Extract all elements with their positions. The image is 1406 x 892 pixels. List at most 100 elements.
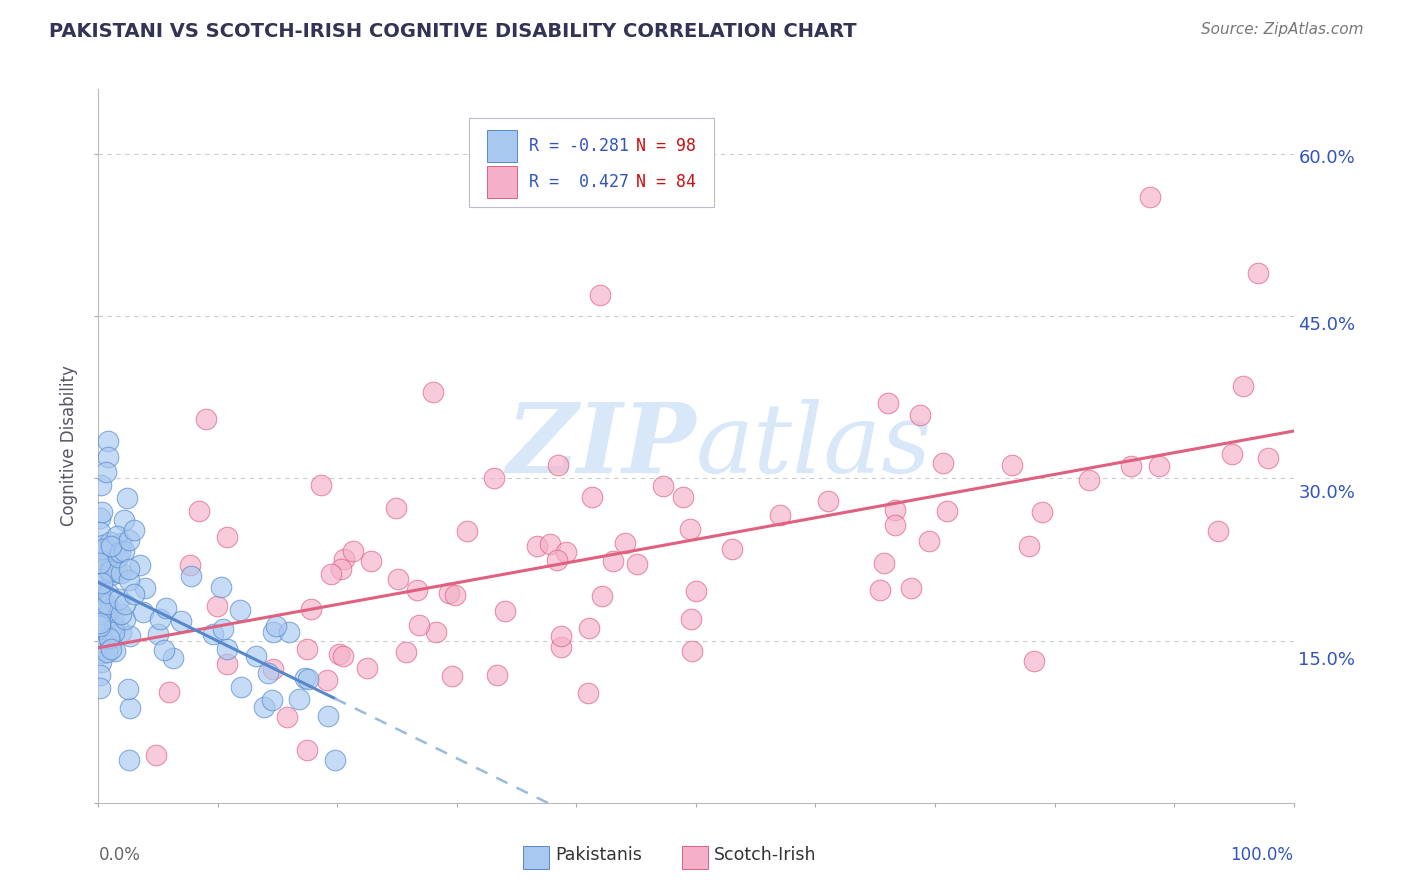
Pakistanis [104,644,127,658]
Scotch-Irish [328,647,350,661]
Scotch-Irish [685,583,707,598]
Pakistanis [155,600,177,615]
Pakistanis [96,645,118,659]
Pakistanis [108,545,131,559]
Text: atlas: atlas [696,399,932,493]
Pakistanis [98,563,121,577]
Scotch-Irish [671,490,693,504]
Pakistanis [90,593,112,607]
Scotch-Irish [145,748,167,763]
Pakistanis [110,566,132,580]
Pakistanis [100,568,122,582]
Scotch-Irish [1018,540,1040,554]
Scotch-Irish [918,534,941,549]
Scotch-Irish [441,668,464,682]
Scotch-Irish [276,710,298,724]
Pakistanis [245,648,267,663]
Scotch-Irish [444,588,467,602]
Pakistanis [89,591,111,606]
Pakistanis [98,535,121,549]
Pakistanis [180,569,202,583]
Scotch-Irish [315,673,337,687]
Pakistanis [93,549,115,564]
Pakistanis [89,583,111,598]
Scotch-Irish [546,553,568,567]
Pakistanis [94,561,117,575]
Scotch-Irish [550,640,572,654]
Pakistanis [112,513,135,527]
Pakistanis [93,538,115,552]
Pakistanis [110,607,132,621]
Scotch-Irish [485,668,508,682]
Scotch-Irish [385,500,408,515]
Pakistanis [318,709,340,723]
Text: 0.0%: 0.0% [98,846,141,863]
Pakistanis [89,556,111,570]
Scotch-Irish [456,524,478,538]
Pakistanis [115,491,138,505]
Scotch-Irish [681,643,703,657]
Pakistanis [117,681,139,696]
Scotch-Irish [207,599,229,613]
Scotch-Irish [1247,266,1270,280]
Scotch-Irish [576,685,599,699]
Pakistanis [90,505,112,519]
Pakistanis [100,539,122,553]
Scotch-Irish [626,557,648,571]
Pakistanis [149,612,172,626]
Pakistanis [277,625,299,640]
Pakistanis [262,625,284,640]
Pakistanis [89,618,111,632]
Scotch-Irish [342,543,364,558]
Scotch-Irish [395,645,418,659]
Text: N = 84: N = 84 [637,173,696,191]
Pakistanis [94,639,117,653]
Text: PAKISTANI VS SCOTCH-IRISH COGNITIVE DISABILITY CORRELATION CHART: PAKISTANI VS SCOTCH-IRISH COGNITIVE DISA… [49,22,856,41]
Scotch-Irish [332,649,354,664]
Pakistanis [96,597,118,611]
Pakistanis [209,580,232,594]
Scotch-Irish [651,479,673,493]
Text: Scotch-Irish: Scotch-Irish [714,846,817,863]
Scotch-Irish [299,601,322,615]
Text: 100.0%: 100.0% [1230,846,1294,863]
Pakistanis [89,668,111,682]
Pakistanis [110,625,132,640]
FancyBboxPatch shape [470,118,714,207]
Scotch-Irish [1232,379,1254,393]
Pakistanis [229,603,252,617]
Scotch-Irish [547,458,569,472]
Scotch-Irish [295,642,318,657]
Scotch-Irish [1257,450,1279,465]
Pakistanis [90,655,112,669]
Pakistanis [264,618,287,632]
Bar [486,130,517,162]
Text: Pakistanis: Pakistanis [555,846,641,863]
Pakistanis [93,541,115,556]
Scotch-Irish [1147,458,1170,473]
Scotch-Irish [1077,473,1099,487]
Pakistanis [97,585,120,599]
Scotch-Irish [437,586,460,600]
Pakistanis [97,450,120,464]
Scotch-Irish [482,471,505,485]
Scotch-Irish [408,617,430,632]
Scotch-Irish [1031,504,1053,518]
Pakistanis [89,642,111,657]
Scotch-Irish [1119,458,1142,473]
Scotch-Irish [387,572,409,586]
Pakistanis [256,665,278,680]
Pakistanis [89,572,111,586]
Pakistanis [89,599,111,613]
Scotch-Irish [769,508,792,522]
Scotch-Irish [589,287,612,301]
Scotch-Irish [1206,524,1229,539]
Scotch-Irish [581,490,603,504]
Pakistanis [90,576,112,591]
Scotch-Irish [578,621,600,635]
Scotch-Irish [422,384,444,399]
Pakistanis [118,629,141,643]
Scotch-Irish [333,552,356,566]
Pakistanis [97,434,120,448]
Text: ZIP: ZIP [506,399,696,493]
